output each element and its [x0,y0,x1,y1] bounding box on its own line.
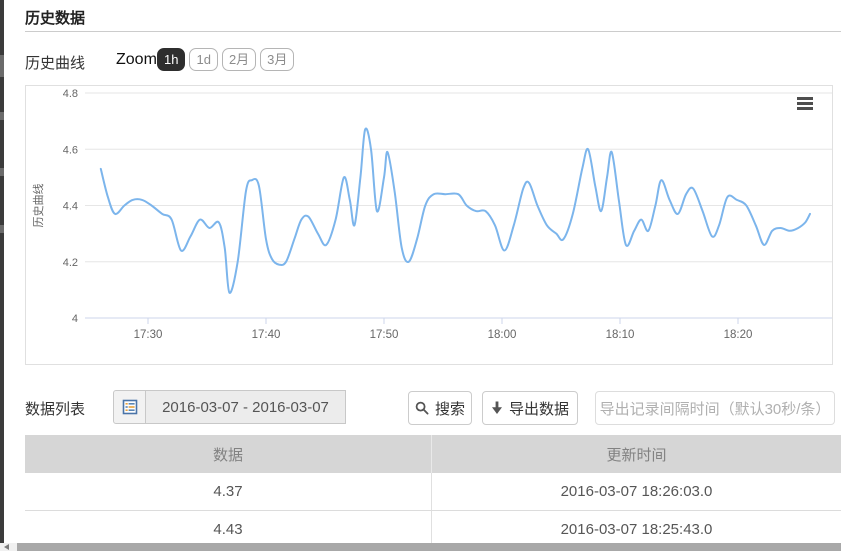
zoom-option-3月[interactable]: 3月 [260,48,295,71]
list-section-label: 数据列表 [25,401,86,418]
edge-mark [0,225,4,233]
edge-mark [0,112,4,120]
zoom-option-1h[interactable]: 1h [157,48,186,71]
zoom-option-1d[interactable]: 1d [189,48,218,71]
table-cell: 4.37 [213,483,243,500]
x-axis-label: 17:40 [252,329,281,341]
calendar-icon [122,399,137,415]
history-chart: 4 4.2 4.4 4.6 4.8 17:30 17:40 17:50 18:00 18:10 18… [25,85,833,365]
table-row: 4.43 2016-03-07 18:25:43.0 [25,511,841,549]
zoom-label: Zoom [116,51,157,68]
table-header-cell: 数据 [212,446,243,464]
table-cell: 4.43 [213,521,243,538]
window-edge-strip [0,0,4,543]
y-axis-label: 4 [72,313,78,325]
x-axis-label: 17:30 [134,329,163,341]
chart-hamburger-menu-icon[interactable] [797,97,813,110]
data-table: 数据 更新时间 4.37 2016-03-07 18:26:03.0 4.43 2016-… [25,435,841,549]
y-axis-label: 4.6 [63,144,78,156]
page-title: 历史数据 [25,10,86,27]
scroll-left-arrow-icon[interactable] [4,544,9,550]
x-axis-label: 18:20 [724,329,753,341]
x-axis-label: 17:50 [370,329,399,341]
zoom-option-2月[interactable]: 2月 [221,48,257,71]
export-button-label: 导出数据 [508,400,569,418]
title-divider [25,31,841,32]
hamburger-bar [797,102,813,105]
hamburger-bar [797,97,813,100]
search-button-label: 搜索 [434,400,465,418]
curve-section-label: 历史曲线 [25,55,86,72]
y-axis-title: 历史曲线 [31,184,45,228]
y-axis-label: 4.2 [63,257,78,269]
table-cell: 2016-03-07 18:25:43.0 [431,511,841,548]
y-axis-label: 4.4 [63,201,78,213]
export-interval-button[interactable]: 导出记录间隔时间（默认30秒/条） [595,391,835,425]
scrollbar-thumb[interactable] [17,543,841,551]
horizontal-scrollbar[interactable] [0,543,841,551]
date-range-input[interactable] [146,390,346,424]
zoom-button-group: 1h 1d 2月 3月 [157,48,295,71]
table-header-cell: 更新时间 [431,435,841,473]
line-chart-canvas: 4 4.2 4.4 4.6 4.8 17:30 17:40 17:50 18:00 18:10 18… [31,88,832,341]
table-row: 4.37 2016-03-07 18:26:03.0 [25,473,841,511]
download-arrow-icon [491,401,502,414]
date-range-group [113,390,346,424]
edge-mark [0,168,4,176]
search-icon [415,401,429,415]
table-header-row: 数据 更新时间 [25,435,841,473]
search-button[interactable]: 搜索 [408,391,472,425]
interval-button-label: 导出记录间隔时间（默认30秒/条） [599,400,831,418]
hamburger-bar [797,107,813,110]
table-cell: 2016-03-07 18:26:03.0 [431,473,841,510]
edge-mark [0,55,4,77]
y-axis-label: 4.8 [63,88,78,100]
x-axis-label: 18:10 [606,329,635,341]
history-curve-line [99,127,811,294]
calendar-picker-button[interactable] [113,390,146,424]
export-data-button[interactable]: 导出数据 [482,391,578,425]
x-axis-label: 18:00 [488,329,517,341]
